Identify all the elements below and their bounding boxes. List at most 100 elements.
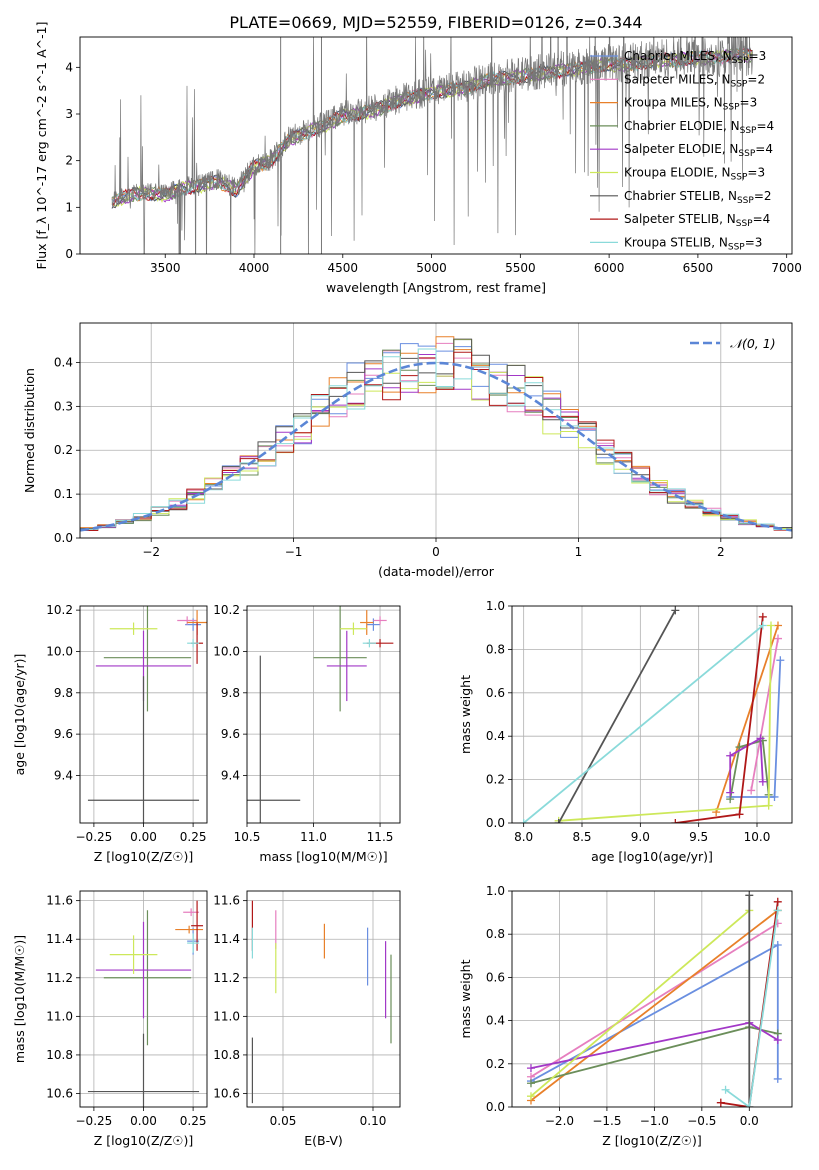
x-axis-label: Z [log10(Z/Z☉)] xyxy=(94,1133,194,1148)
x-tick-label: −2.0 xyxy=(545,1114,574,1128)
weight-marker xyxy=(756,734,765,743)
y-tick-label: 9.6 xyxy=(54,727,73,741)
weight-marker xyxy=(767,621,775,630)
weight-marker xyxy=(526,1079,535,1088)
legend-label: Chabrier MILES, NSSP=3 xyxy=(624,49,766,66)
y-tick-label: 0.0 xyxy=(486,1100,505,1114)
y-tick-label: 0 xyxy=(65,247,73,261)
x-tick-label: 7000 xyxy=(771,261,802,275)
y-tick-label: 9.4 xyxy=(221,768,240,782)
weight-marker xyxy=(773,1074,782,1083)
axes-frame xyxy=(511,890,793,1108)
y-axis-label: age [log10(age/yr)] xyxy=(12,654,27,776)
x-tick-label: 5500 xyxy=(505,261,536,275)
normal-curve xyxy=(80,361,792,532)
y-tick-label: 10.2 xyxy=(46,603,73,617)
y-tick-label: 10.0 xyxy=(213,644,240,658)
weight-marker xyxy=(774,634,782,643)
x-axis-label: age [log10(age/yr)] xyxy=(591,849,713,864)
y-tick-label: 11.4 xyxy=(46,932,73,946)
weight-line-6 xyxy=(557,609,677,823)
legend-label: Salpeter STELIB, NSSP=4 xyxy=(624,212,770,229)
y-tick-label: 0.8 xyxy=(486,642,505,656)
axes-frame xyxy=(246,605,401,824)
y-tick-label: 9.6 xyxy=(221,727,240,741)
y-tick-label: 11.2 xyxy=(213,971,240,985)
weight-line-1 xyxy=(750,638,779,791)
axes-frame xyxy=(79,36,793,255)
x-tick-label: 0 xyxy=(432,545,440,559)
legend-label: Kroupa MILES, NSSP=3 xyxy=(624,96,757,113)
plot-area-mass_vs_Z xyxy=(80,891,207,1107)
plot-area-massweight_vs_age xyxy=(512,606,792,823)
y-tick-label: 11.6 xyxy=(46,894,73,908)
y-tick-label: 0.3 xyxy=(54,399,73,413)
y-tick-label: 11.0 xyxy=(46,1009,73,1023)
y-tick-label: 9.8 xyxy=(54,686,73,700)
y-tick-label: 9.4 xyxy=(54,768,73,782)
y-tick-label: 10.2 xyxy=(213,603,240,617)
weight-marker xyxy=(554,819,563,823)
axes-frame xyxy=(79,605,208,824)
x-tick-label: 9.5 xyxy=(689,830,708,844)
weight-line-8 xyxy=(725,910,779,1107)
weight-line-1 xyxy=(530,922,779,1078)
x-axis-label: E(B-V) xyxy=(304,1133,343,1148)
x-tick-label: −2 xyxy=(142,545,160,559)
y-tick-label: 10.6 xyxy=(46,1087,73,1101)
weight-marker xyxy=(770,792,779,801)
weight-marker xyxy=(758,612,767,621)
axes-frame xyxy=(511,605,793,824)
chart-mass_vs_EBV: 0.05 0.10 10.6 10.8 11.0 11.2 11.4 11.6 E(B-V) xyxy=(213,890,401,1148)
weight-marker xyxy=(758,621,767,630)
weight-marker xyxy=(773,897,782,906)
x-tick-label: −1 xyxy=(285,545,303,559)
x-tick-label: 6500 xyxy=(683,261,714,275)
y-tick-label: 3 xyxy=(65,107,73,121)
x-tick-label: −0.25 xyxy=(76,1114,113,1128)
weight-line-5 xyxy=(558,625,772,822)
weight-marker xyxy=(747,786,756,795)
weight-marker xyxy=(745,891,754,900)
y-tick-label: 10.0 xyxy=(46,644,73,658)
spectrum-legend: Chabrier MILES, NSSP=3 Salpeter MILES, NS… xyxy=(590,49,774,252)
plot-area-massweight_vs_Z xyxy=(512,891,792,1107)
x-axis-label: (data-model)/error xyxy=(378,564,495,579)
y-axis-label: mass weight xyxy=(458,675,473,754)
x-tick-label: 0.00 xyxy=(130,1114,157,1128)
y-tick-label: 0.2 xyxy=(486,773,505,787)
weight-marker xyxy=(764,801,773,810)
weight-marker xyxy=(726,788,735,797)
weight-marker xyxy=(716,1098,725,1107)
y-tick-label: 10.8 xyxy=(213,1048,240,1062)
weight-line-2 xyxy=(715,625,779,813)
x-tick-label: 0.25 xyxy=(180,830,207,844)
weight-marker xyxy=(745,1103,754,1107)
y-axis-label: mass [log10(M/M☉)] xyxy=(12,935,27,1063)
weight-marker xyxy=(526,1064,535,1073)
y-tick-label: 10.6 xyxy=(213,1087,240,1101)
y-tick-label: 0.0 xyxy=(54,531,73,545)
x-tick-label: 3500 xyxy=(150,261,181,275)
weight-line-8 xyxy=(523,624,764,823)
weight-marker xyxy=(774,621,782,630)
x-axis-label: Z [log10(Z/Z☉)] xyxy=(602,1133,702,1148)
plot-area-age_vs_Z xyxy=(80,606,207,823)
legend-label: 𝒩(0, 1) xyxy=(730,336,776,351)
axes-frame xyxy=(246,890,401,1108)
y-tick-label: 0.0 xyxy=(486,816,505,830)
spectrum-data xyxy=(111,37,753,254)
chart-mass_vs_Z: −0.25 0.00 0.25 10.6 10.8 11.0 11.2 11.4 11.6 Z [… xyxy=(12,890,208,1148)
x-tick-label: 4000 xyxy=(239,261,270,275)
plot-area-residuals xyxy=(80,323,792,538)
weight-marker xyxy=(519,819,528,823)
plot-area-age_vs_mass xyxy=(247,606,400,823)
axes-frame xyxy=(79,322,793,539)
legend-label: Kroupa STELIB, NSSP=3 xyxy=(624,235,762,252)
y-tick-label: 0.6 xyxy=(486,970,505,984)
chart-spectrum: 3500 4000 4500 5000 5500 6000 6500 7000 0 1 2 3 4 wav… xyxy=(34,22,802,295)
y-tick-label: 0.1 xyxy=(54,487,73,501)
weight-marker xyxy=(735,810,744,819)
y-tick-label: 11.0 xyxy=(213,1009,240,1023)
weight-marker xyxy=(671,819,680,823)
